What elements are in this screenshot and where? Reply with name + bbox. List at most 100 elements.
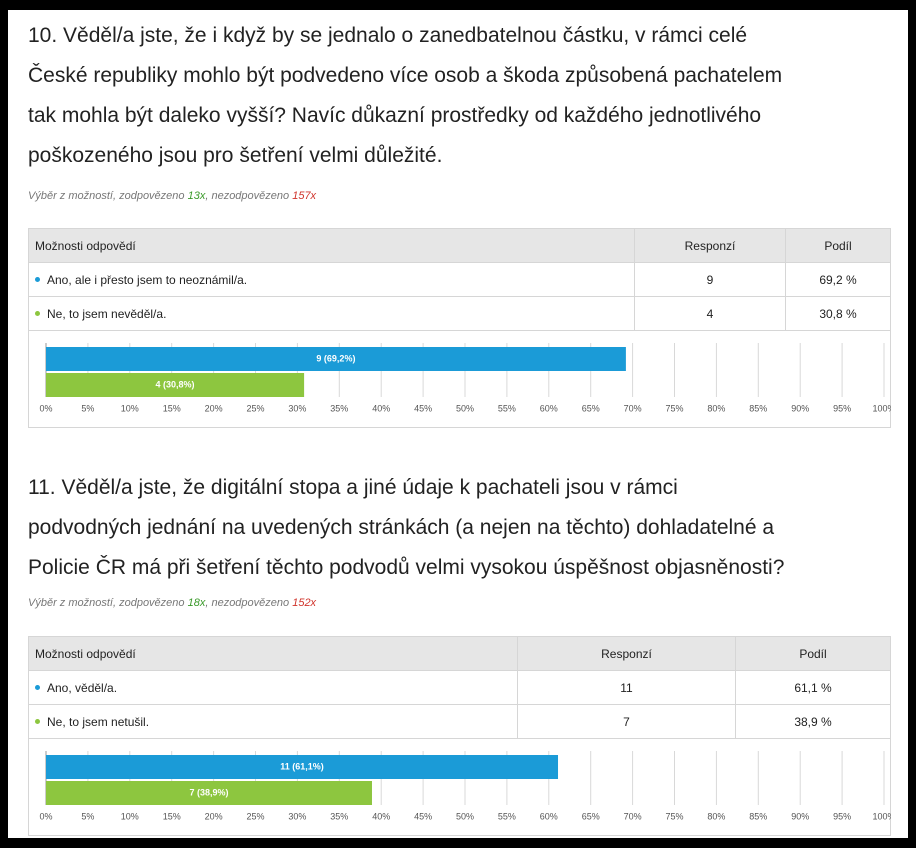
cell-text: Ano, ale i přesto jsem to neoznámil/a. [47,272,248,287]
paper: 10. Věděl/a jste, že i když by se jednal… [8,10,908,838]
x-tick-label: 0% [39,811,52,821]
cell-text: Podíl [799,646,827,661]
x-tick-label: 55% [498,811,516,821]
x-tick-label: 25% [246,403,264,413]
meta-text: Výběr z možností, zodpovězeno [28,190,188,202]
x-tick-label: 50% [456,811,474,821]
x-tick-label: 65% [582,403,600,413]
x-tick-label: 75% [665,811,683,821]
cell-text: 9 [706,272,714,287]
unanswered-count: 152x [292,597,317,609]
x-tick-label: 20% [205,811,223,821]
x-tick-label: 65% [582,811,600,821]
x-tick-label: 40% [372,811,390,821]
cell-text: 30,8 % [819,306,857,321]
bar [46,347,626,371]
x-tick-label: 90% [791,403,809,413]
cell-text: Responzí [684,238,736,253]
bar-chart: 0% 5% 10% 15% 20% 25% 30% 35% 40% 45% 50% 55% 60% 65%… [39,343,896,413]
cell-text: 4 [706,306,714,321]
x-tick-label: 25% [246,811,264,821]
table-header-cell: Podíl [785,228,891,263]
x-tick-label: 30% [288,811,306,821]
x-tick-label: 60% [540,811,558,821]
cell-text: Ne, to jsem nevěděl/a. [47,306,167,321]
cell-text: 69,2 % [819,272,857,287]
question-meta: Výběr z možností, zodpovězeno 18x, nezod… [28,597,316,609]
x-tick-label: 30% [288,403,306,413]
x-tick-label: 10% [121,403,139,413]
meta-text: , nezodpovězeno [205,597,293,609]
question-title-line: České republiky mohlo být podvedeno více… [28,64,783,87]
bullet [35,277,40,282]
chart-box: 0% 5% 10% 15% 20% 25% 30% 35% 40% 45% 50% 55% 60% 65%… [28,330,896,428]
bar-value-label: 7 (38,9%) [189,787,228,797]
cell-text: 38,9 % [794,714,832,729]
x-tick-label: 80% [707,811,725,821]
meta-text: Výběr z možností, zodpovězeno [28,597,188,609]
answered-count: 18x [187,597,206,609]
table-header-cell: Možnosti odpovědí [28,636,518,671]
question-title-line: podvodných jednání na uvedených stránkác… [28,516,775,539]
x-tick-label: 100% [872,403,891,413]
unanswered-count: 157x [292,190,317,202]
x-tick-label: 85% [749,811,767,821]
table-header-cell: Podíl [735,636,891,671]
cell-text: Možnosti odpovědí [35,238,136,253]
x-tick-label: 100% [872,811,891,821]
x-tick-label: 95% [833,811,851,821]
table-cell: 61,1 % [735,670,891,705]
x-tick-label: 95% [833,403,851,413]
x-tick-label: 50% [456,403,474,413]
question-title-line: 10. Věděl/a jste, že i když by se jednal… [28,24,748,47]
table-cell: 4 [634,296,786,331]
table-header-cell: Možnosti odpovědí [28,228,635,263]
x-tick-label: 35% [330,403,348,413]
x-tick-label: 80% [707,403,725,413]
table-cell: 30,8 % [785,296,891,331]
x-tick-label: 5% [81,403,94,413]
table-cell: Ano, ale i přesto jsem to neoznámil/a. [28,262,635,297]
table-header-cell: Responzí [634,228,786,263]
x-tick-label: 45% [414,811,432,821]
cell-text: Ano, věděl/a. [47,680,118,695]
x-tick-label: 5% [81,811,94,821]
cell-text: Možnosti odpovědí [35,646,136,661]
bar [46,373,305,397]
x-tick-label: 10% [121,811,139,821]
question-title-line: Policie ČR má při šetření těchto podvodů… [28,556,785,579]
x-tick-label: 55% [498,403,516,413]
table-cell: 11 [517,670,736,705]
x-tick-label: 75% [665,403,683,413]
table-cell: Ano, věděl/a. [28,670,518,705]
cell-text: 7 [623,714,630,729]
cell-text: Podíl [824,238,852,253]
question-title-line: poškozeného jsou pro šetření velmi důlež… [28,144,443,167]
bar [46,781,372,805]
table-cell: Ne, to jsem netušil. [28,704,518,739]
table-cell: 69,2 % [785,262,891,297]
cell-text: 11 [620,680,633,695]
x-tick-label: 20% [205,403,223,413]
x-tick-label: 85% [749,403,767,413]
chart-box: 0% 5% 10% 15% 20% 25% 30% 35% 40% 45% 50% 55% 60% 65%… [28,738,896,836]
bar-value-label: 4 (30,8%) [156,379,195,389]
cell-text: Responzí [601,646,652,661]
question-title-line: tak mohla být daleko vyšší? Navíc důkazn… [28,104,762,127]
bullet [35,685,40,690]
answered-count: 13x [187,190,206,202]
x-tick-label: 0% [39,403,52,413]
table-cell: 9 [634,262,786,297]
bar-value-label: 9 (69,2%) [316,353,355,363]
x-tick-label: 90% [791,811,809,821]
table-header-cell: Responzí [517,636,736,671]
x-tick-label: 60% [540,403,558,413]
question-title-line: 11. Věděl/a jste, že digitální stopa a j… [28,476,678,499]
x-tick-label: 40% [372,403,390,413]
x-tick-label: 15% [163,403,181,413]
cell-text: 61,1 % [794,680,832,695]
question-meta: Výběr z možností, zodpovězeno 13x, nezod… [28,190,316,202]
bar-value-label: 11 (61,1%) [280,761,324,771]
bar [46,755,559,779]
